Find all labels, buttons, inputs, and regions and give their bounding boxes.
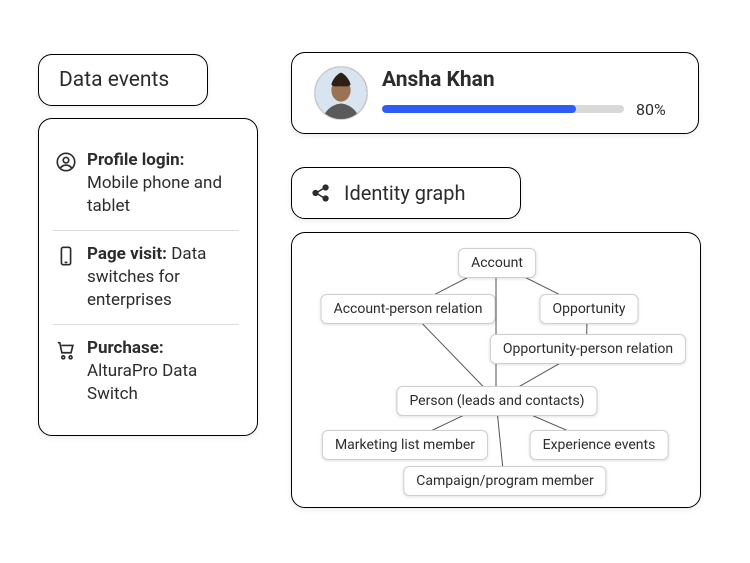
graph-node-person: Person (leads and contacts) [396, 386, 597, 416]
phone-icon [55, 245, 77, 267]
graph-node-opp_person: Opportunity-person relation [490, 334, 686, 364]
graph-node-campaign: Campaign/program member [403, 466, 606, 496]
data-event-text: Profile login: Mobile phone and tablet [87, 149, 237, 218]
graph-node-mkt_member: Marketing list member [322, 430, 488, 460]
progress-percent: 80% [636, 100, 676, 119]
data-event-label: Purchase: [87, 338, 164, 358]
avatar [314, 66, 368, 120]
data-event-text: Page visit: Data switches for enterprise… [87, 243, 237, 312]
progress-fill [382, 105, 576, 113]
graph-node-account: Account [458, 248, 536, 278]
graph-node-exp_events: Experience events [530, 430, 669, 460]
graph-node-opportunity: Opportunity [539, 294, 638, 324]
share-icon [310, 182, 332, 204]
data-events-title: Data events [59, 68, 169, 92]
data-event-item: Purchase: AlturaPro Data Switch [53, 324, 239, 418]
profile-card: Ansha Khan 80% [291, 52, 699, 134]
identity-graph-title: Identity graph [344, 181, 465, 205]
user-circle-icon [55, 151, 77, 173]
profile-name: Ansha Khan [382, 68, 676, 92]
progress-row: 80% [382, 100, 676, 119]
data-event-item: Profile login: Mobile phone and tablet [53, 137, 239, 230]
cart-icon [55, 339, 77, 361]
data-event-value: Mobile phone and tablet [87, 173, 222, 216]
graph-node-acct_person: Account-person relation [321, 294, 496, 324]
identity-graph-title-card: Identity graph [291, 167, 521, 219]
profile-main: Ansha Khan 80% [382, 68, 676, 119]
data-event-value: AlturaPro Data Switch [87, 361, 197, 404]
progress-track [382, 105, 624, 113]
data-events-list-card: Profile login: Mobile phone and tablet P… [38, 118, 258, 436]
identity-graph-card: Account Account-person relation Opportunit… [291, 232, 701, 508]
data-event-item: Page visit: Data switches for enterprise… [53, 230, 239, 324]
data-event-text: Purchase: AlturaPro Data Switch [87, 337, 237, 406]
data-event-label: Page visit: [87, 244, 167, 264]
data-event-label: Profile login: [87, 150, 184, 170]
data-events-title-card: Data events [38, 54, 208, 106]
